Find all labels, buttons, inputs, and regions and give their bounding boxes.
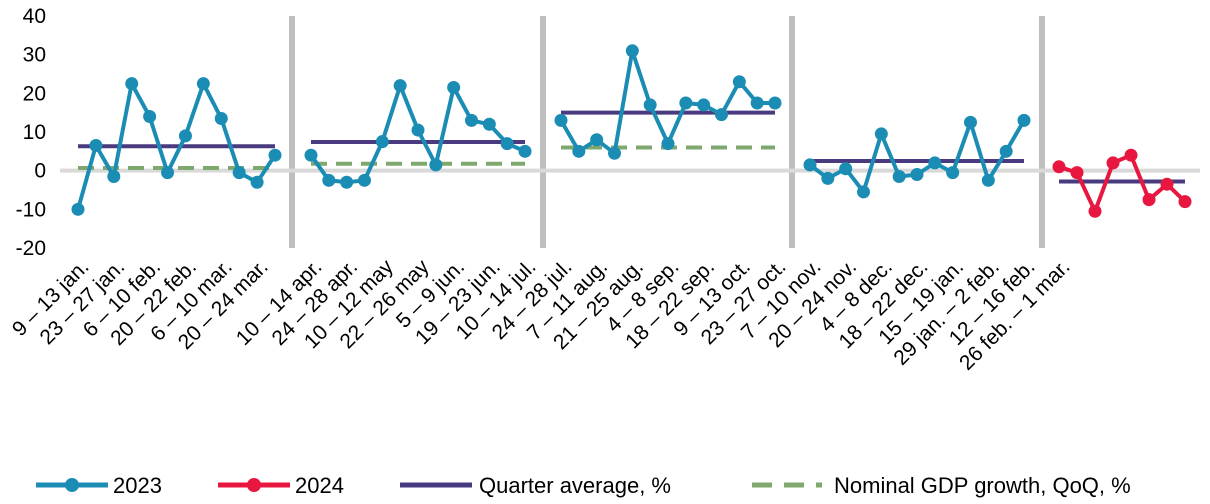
data-point-2023	[839, 162, 853, 176]
y-tick-label: 30	[23, 44, 46, 67]
y-tick-label: 10	[23, 121, 46, 144]
data-point-2023	[643, 98, 657, 112]
data-point-2023	[500, 137, 514, 151]
data-point-2023	[590, 133, 604, 147]
data-point-2023	[143, 110, 157, 124]
data-point-2023	[732, 75, 746, 89]
data-point-2023	[892, 169, 906, 183]
data-point-2023	[964, 115, 977, 129]
group-separators	[289, 16, 1045, 248]
data-point-2023	[910, 168, 924, 182]
data-point-2023	[803, 158, 817, 172]
data-point-2023	[821, 171, 835, 185]
data-point-2023	[999, 144, 1013, 158]
data-point-2023	[429, 158, 443, 172]
data-point-2023	[250, 175, 264, 189]
data-point-2023	[715, 108, 728, 122]
legend-item: Quarter average, %	[400, 473, 671, 498]
data-point-2024	[1052, 160, 1066, 174]
data-point-2024	[1070, 166, 1084, 180]
data-point-2023	[375, 135, 389, 149]
data-point-2023	[214, 111, 228, 125]
data-point-2023	[232, 166, 246, 180]
data-point-2023	[625, 44, 639, 58]
legend-item: 2024	[218, 473, 344, 498]
data-point-2023	[268, 148, 282, 162]
y-tick-label: 20	[23, 82, 46, 105]
data-point-2023	[482, 117, 496, 131]
data-point-2023	[572, 144, 586, 158]
data-point-2023	[71, 202, 85, 216]
y-tick-label: -10	[16, 198, 46, 221]
legend-label: Quarter average, %	[479, 473, 671, 498]
legend-label: 2023	[113, 473, 162, 498]
data-point-2023	[161, 166, 175, 180]
data-point-2024	[1106, 156, 1120, 170]
data-point-2024	[1178, 195, 1192, 209]
data-point-2023	[661, 137, 675, 151]
data-point-2023	[554, 113, 568, 127]
data-point-2023	[447, 81, 461, 95]
legend-label: Nominal GDP growth, QoQ, %	[834, 473, 1131, 498]
data-point-2023	[196, 77, 210, 91]
legend-item: Nominal GDP growth, QoQ, %	[752, 473, 1131, 498]
data-point-2023	[874, 127, 888, 141]
data-point-2023	[125, 77, 139, 91]
data-point-2023	[857, 185, 870, 199]
data-point-2023	[322, 173, 336, 187]
y-axis: -20 -10 0 10 20 30 40	[16, 5, 46, 260]
x-axis: 9 – 13 jan.23 – 27 jan.6 – 10 feb.20 – 2…	[8, 255, 1075, 375]
data-point-2024	[1142, 193, 1156, 207]
y-tick-label: 40	[23, 5, 46, 28]
data-point-2023	[304, 148, 318, 162]
data-point-2023	[178, 129, 192, 143]
series-lines	[76, 48, 1187, 214]
data-point-2023	[411, 123, 425, 137]
legend-item: 2023	[36, 473, 162, 498]
data-point-2023	[679, 96, 693, 110]
data-point-2023	[358, 173, 371, 187]
data-point-2023	[750, 96, 764, 110]
data-point-2024	[1124, 148, 1138, 162]
data-point-2023	[1017, 113, 1031, 127]
data-point-2023	[981, 173, 995, 187]
data-point-2023	[946, 166, 960, 180]
y-tick-label: 0	[34, 160, 46, 183]
series-points	[71, 44, 1192, 218]
data-point-2023	[928, 156, 942, 170]
legend-marker	[65, 478, 79, 492]
legend-label: 2024	[295, 473, 344, 498]
data-point-2023	[465, 113, 478, 127]
data-point-2023	[518, 144, 532, 158]
data-point-2023	[393, 79, 407, 93]
data-point-2024	[1160, 177, 1174, 191]
legend-marker	[247, 478, 261, 492]
data-point-2023	[89, 139, 103, 153]
legend: 2023 2024 Quarter average, % Nominal GDP gr…	[36, 473, 1131, 498]
y-tick-label: -20	[16, 237, 46, 260]
data-point-2024	[1088, 204, 1102, 218]
data-point-2023	[697, 98, 711, 112]
data-point-2023	[768, 96, 782, 110]
data-point-2023	[107, 169, 121, 183]
data-point-2023	[608, 146, 621, 160]
data-point-2023	[340, 175, 354, 189]
